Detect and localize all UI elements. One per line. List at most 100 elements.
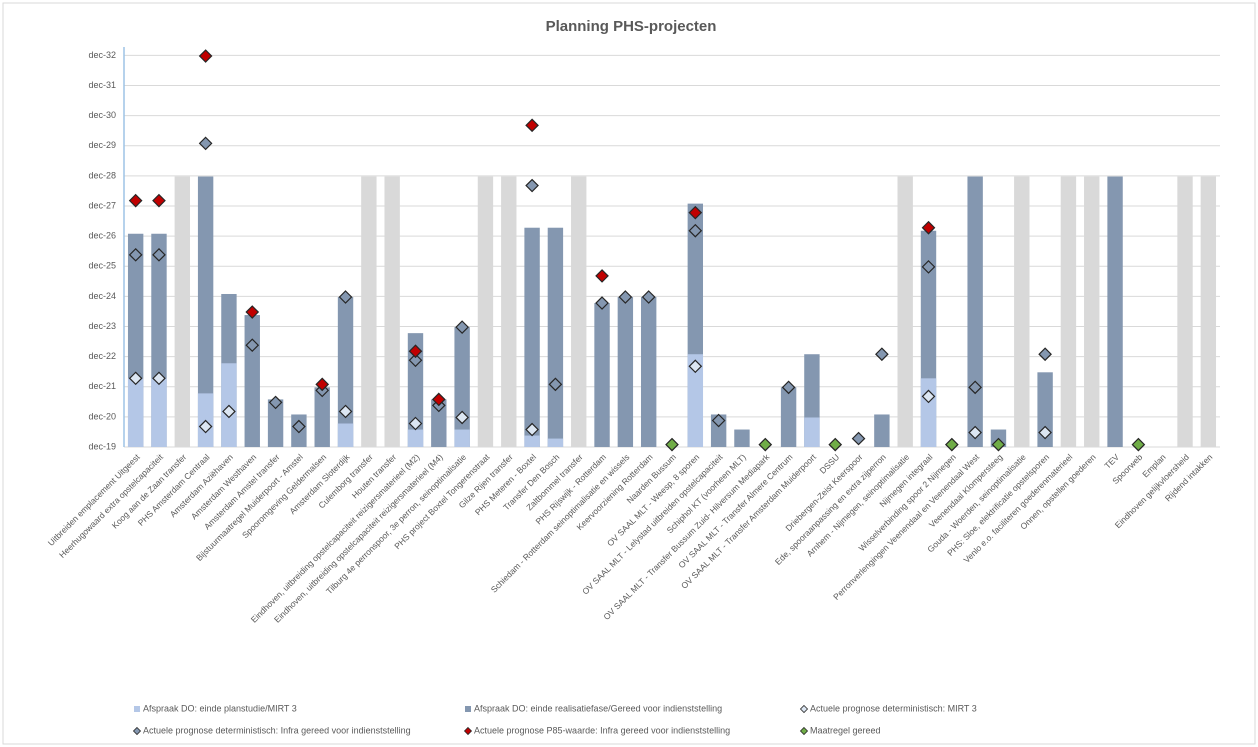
y-tick-label: dec-27 — [88, 200, 116, 210]
diamond-marker — [875, 347, 889, 362]
bar — [617, 297, 634, 447]
diamond-marker — [1038, 425, 1052, 440]
bar — [267, 399, 284, 447]
diamond-marker — [525, 422, 539, 437]
bar — [197, 176, 214, 447]
bar — [1200, 176, 1217, 447]
diamond-marker — [338, 404, 353, 419]
diamond-marker — [198, 136, 213, 151]
legend-swatch — [463, 726, 473, 736]
diamond-marker — [944, 437, 959, 452]
bar — [337, 423, 354, 447]
y-tick-label: dec-19 — [88, 441, 116, 451]
bar — [1014, 176, 1030, 447]
bar — [967, 176, 983, 447]
legend-label: Actuele prognose deterministisch: Infra … — [143, 725, 411, 735]
diamond-marker — [921, 220, 936, 235]
legend-swatch — [132, 726, 142, 736]
diamond-marker — [408, 416, 423, 431]
bar — [1084, 176, 1100, 447]
y-tick-label: dec-22 — [88, 351, 116, 361]
diamond-marker — [688, 205, 703, 220]
bar — [361, 176, 377, 447]
bar — [920, 378, 937, 447]
bar — [501, 176, 517, 447]
legend-swatch — [799, 726, 809, 736]
diamond-marker — [455, 320, 469, 334]
bar — [127, 378, 144, 447]
diamond-marker — [152, 193, 166, 208]
y-tick-label: dec-28 — [88, 170, 116, 180]
legend-label: Maatregel gereed — [810, 725, 881, 735]
diamond-marker — [222, 404, 236, 419]
diamond-marker — [921, 260, 936, 274]
bar — [174, 176, 190, 447]
diamond-marker — [921, 389, 936, 404]
bar — [524, 227, 540, 447]
bar — [1107, 176, 1123, 447]
diamond-marker — [1131, 437, 1146, 452]
y-tick-label: dec-23 — [88, 321, 116, 331]
legend-swatch — [799, 704, 809, 714]
diamond-marker — [618, 290, 633, 304]
chart-title: Planning PHS-projecten — [546, 18, 717, 35]
bar — [524, 435, 540, 447]
y-tick-label: dec-21 — [88, 381, 116, 391]
bar — [547, 438, 564, 447]
diamond-marker — [991, 437, 1006, 452]
diamond-marker — [128, 371, 143, 386]
bar — [687, 354, 704, 447]
diamond-marker — [408, 353, 423, 368]
bar — [314, 387, 330, 447]
y-tick-label: dec-25 — [88, 261, 116, 271]
diamond-marker — [245, 338, 260, 353]
diamond-marker — [711, 413, 726, 428]
legend-label: Actuele prognose deterministisch: MIRT 3 — [810, 703, 977, 713]
diamond-marker — [828, 437, 843, 452]
diamond-marker — [525, 118, 539, 133]
y-tick-label: dec-32 — [88, 50, 116, 60]
diamond-marker — [128, 193, 143, 208]
bar — [477, 176, 494, 447]
legend-swatch — [465, 706, 471, 712]
bar — [594, 303, 610, 447]
bar — [454, 327, 470, 447]
diamond-marker — [758, 437, 773, 452]
diamond-marker — [595, 269, 609, 283]
bar — [897, 176, 913, 447]
diamond-marker — [968, 425, 982, 440]
bar — [874, 414, 890, 447]
bar — [571, 176, 587, 447]
diamond-marker — [455, 410, 469, 425]
bar — [407, 429, 424, 447]
y-tick-label: dec-31 — [88, 80, 116, 90]
y-tick-label: dec-26 — [88, 231, 116, 241]
bar — [384, 176, 400, 447]
legend-swatch — [134, 706, 140, 712]
diamond-marker — [198, 419, 213, 434]
diamond-marker — [152, 247, 166, 262]
diamond-marker — [338, 290, 353, 304]
diamond-marker — [688, 223, 703, 238]
diamond-marker — [665, 437, 679, 452]
bar — [1037, 372, 1053, 447]
diamond-marker — [292, 419, 306, 434]
bar — [640, 297, 657, 447]
diamond-marker — [431, 392, 446, 407]
diamond-marker — [781, 380, 796, 395]
diamond-marker — [245, 305, 260, 319]
bar — [734, 429, 750, 447]
diamond-marker — [128, 247, 143, 262]
diamond-marker — [315, 377, 330, 392]
diamond-marker — [595, 296, 609, 310]
y-tick-label: dec-24 — [88, 291, 116, 301]
bar — [547, 227, 564, 447]
diamond-marker — [152, 371, 166, 386]
bar — [431, 399, 447, 447]
legend-label: Afspraak DO: einde planstudie/MIRT 3 — [143, 703, 297, 713]
diamond-marker — [268, 395, 283, 410]
diamond-marker — [548, 377, 563, 392]
legend-label: Actuele prognose P85-waarde: Infra geree… — [474, 725, 730, 735]
bar — [1060, 176, 1077, 447]
